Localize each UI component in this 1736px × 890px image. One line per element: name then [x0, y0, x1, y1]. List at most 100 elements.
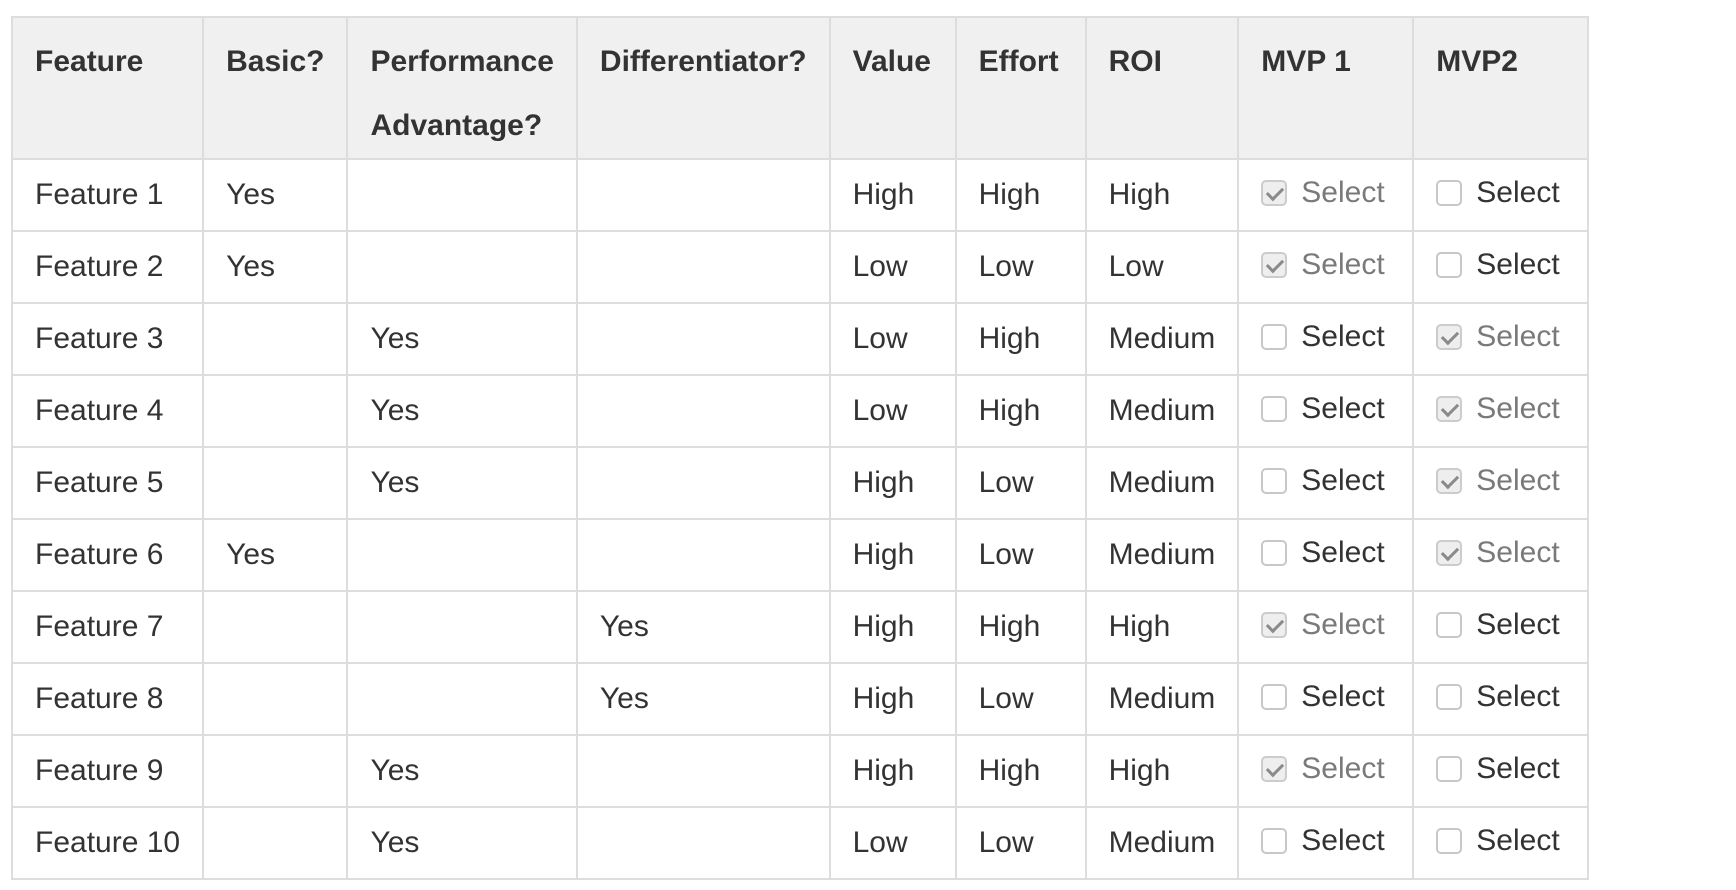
- mvp2-checkbox[interactable]: [1436, 396, 1463, 422]
- differentiator-cell: Yes: [575, 590, 831, 664]
- header-differentiator: Differentiator?: [575, 16, 831, 160]
- differentiator-cell: Yes: [575, 662, 831, 736]
- basic-cell: [202, 302, 349, 376]
- mvp2-checkbox[interactable]: [1436, 756, 1463, 782]
- select-label: Select: [1301, 176, 1385, 209]
- value-cell: High: [828, 518, 957, 592]
- mvp1-checkbox[interactable]: [1261, 684, 1288, 710]
- performance-advantage-cell: Yes: [346, 302, 578, 376]
- mvp1-checkbox[interactable]: [1261, 756, 1288, 782]
- mvp2-cell: Select: [1412, 662, 1590, 736]
- effort-cell: High: [954, 590, 1087, 664]
- feature-cell: Feature 1: [10, 158, 205, 232]
- value-cell: Low: [828, 806, 957, 880]
- roi-cell: High: [1084, 734, 1240, 808]
- effort-cell: High: [954, 734, 1087, 808]
- mvp1-select-option[interactable]: Select: [1261, 824, 1385, 858]
- table-row: Feature 1 Yes High High High Select Select: [10, 158, 1590, 232]
- mvp1-checkbox[interactable]: [1261, 324, 1288, 350]
- mvp1-checkbox[interactable]: [1261, 828, 1288, 854]
- mvp2-select-option[interactable]: Select: [1436, 608, 1560, 642]
- mvp1-checkbox[interactable]: [1261, 180, 1288, 206]
- mvp1-select-option[interactable]: Select: [1261, 536, 1385, 570]
- performance-advantage-cell: [346, 662, 578, 736]
- select-label: Select: [1301, 752, 1385, 785]
- mvp2-cell: Select: [1412, 302, 1590, 376]
- header-roi: ROI: [1084, 16, 1240, 160]
- roi-cell: Medium: [1084, 446, 1240, 520]
- mvp1-select-option[interactable]: Select: [1261, 464, 1385, 498]
- header-mvp1: MVP 1: [1237, 16, 1415, 160]
- effort-cell: High: [954, 302, 1087, 376]
- value-cell: High: [828, 158, 957, 232]
- header-row: Feature Basic? Performance Advantage? Di…: [10, 16, 1590, 160]
- mvp2-checkbox[interactable]: [1436, 324, 1463, 350]
- table-header: Feature Basic? Performance Advantage? Di…: [10, 16, 1590, 160]
- mvp1-select-option[interactable]: Select: [1261, 176, 1385, 210]
- mvp2-select-option[interactable]: Select: [1436, 536, 1560, 570]
- mvp2-select-option[interactable]: Select: [1436, 176, 1560, 210]
- roi-cell: Medium: [1084, 374, 1240, 448]
- select-label: Select: [1476, 752, 1560, 785]
- mvp2-checkbox[interactable]: [1436, 612, 1463, 638]
- select-label: Select: [1476, 464, 1560, 497]
- performance-advantage-cell: [346, 590, 578, 664]
- feature-cell: Feature 8: [10, 662, 205, 736]
- header-mvp2: MVP2: [1412, 16, 1590, 160]
- mvp1-checkbox[interactable]: [1261, 396, 1288, 422]
- effort-cell: High: [954, 158, 1087, 232]
- mvp1-cell: Select: [1237, 158, 1415, 232]
- feature-cell: Feature 9: [10, 734, 205, 808]
- mvp1-cell: Select: [1237, 230, 1415, 304]
- feature-cell: Feature 10: [10, 806, 205, 880]
- mvp1-select-option[interactable]: Select: [1261, 608, 1385, 642]
- mvp2-select-option[interactable]: Select: [1436, 320, 1560, 354]
- mvp2-select-option[interactable]: Select: [1436, 680, 1560, 714]
- header-performance-advantage: Performance Advantage?: [346, 16, 578, 160]
- mvp2-checkbox[interactable]: [1436, 540, 1463, 566]
- mvp1-select-option[interactable]: Select: [1261, 248, 1385, 282]
- differentiator-cell: [575, 230, 831, 304]
- mvp2-select-option[interactable]: Select: [1436, 464, 1560, 498]
- value-cell: High: [828, 446, 957, 520]
- basic-cell: Yes: [202, 230, 349, 304]
- mvp1-select-option[interactable]: Select: [1261, 680, 1385, 714]
- mvp2-cell: Select: [1412, 590, 1590, 664]
- feature-cell: Feature 5: [10, 446, 205, 520]
- roi-cell: High: [1084, 590, 1240, 664]
- mvp2-checkbox[interactable]: [1436, 828, 1463, 854]
- mvp2-select-option[interactable]: Select: [1436, 824, 1560, 858]
- basic-cell: [202, 734, 349, 808]
- mvp1-cell: Select: [1237, 806, 1415, 880]
- effort-cell: High: [954, 374, 1087, 448]
- header-effort: Effort: [954, 16, 1087, 160]
- mvp1-select-option[interactable]: Select: [1261, 392, 1385, 426]
- mvp1-checkbox[interactable]: [1261, 252, 1288, 278]
- table-row: Feature 9 Yes High High High Select Select: [10, 734, 1590, 808]
- feature-cell: Feature 7: [10, 590, 205, 664]
- differentiator-cell: [575, 806, 831, 880]
- value-cell: Low: [828, 374, 957, 448]
- differentiator-cell: [575, 734, 831, 808]
- mvp1-select-option[interactable]: Select: [1261, 752, 1385, 786]
- mvp1-checkbox[interactable]: [1261, 540, 1288, 566]
- select-label: Select: [1301, 320, 1385, 353]
- mvp2-select-option[interactable]: Select: [1436, 392, 1560, 426]
- mvp2-select-option[interactable]: Select: [1436, 752, 1560, 786]
- mvp2-checkbox[interactable]: [1436, 252, 1463, 278]
- mvp2-checkbox[interactable]: [1436, 468, 1463, 494]
- mvp2-checkbox[interactable]: [1436, 180, 1463, 206]
- mvp2-checkbox[interactable]: [1436, 684, 1463, 710]
- mvp1-checkbox[interactable]: [1261, 612, 1288, 638]
- effort-cell: Low: [954, 230, 1087, 304]
- mvp1-select-option[interactable]: Select: [1261, 320, 1385, 354]
- table-row: Feature 6 Yes High Low Medium Select Select: [10, 518, 1590, 592]
- table-body: Feature 1 Yes High High High Select Select Feat…: [10, 158, 1590, 880]
- effort-cell: Low: [954, 446, 1087, 520]
- mvp2-select-option[interactable]: Select: [1436, 248, 1560, 282]
- effort-cell: Low: [954, 806, 1087, 880]
- mvp2-cell: Select: [1412, 158, 1590, 232]
- basic-cell: Yes: [202, 518, 349, 592]
- mvp1-checkbox[interactable]: [1261, 468, 1288, 494]
- header-value: Value: [828, 16, 957, 160]
